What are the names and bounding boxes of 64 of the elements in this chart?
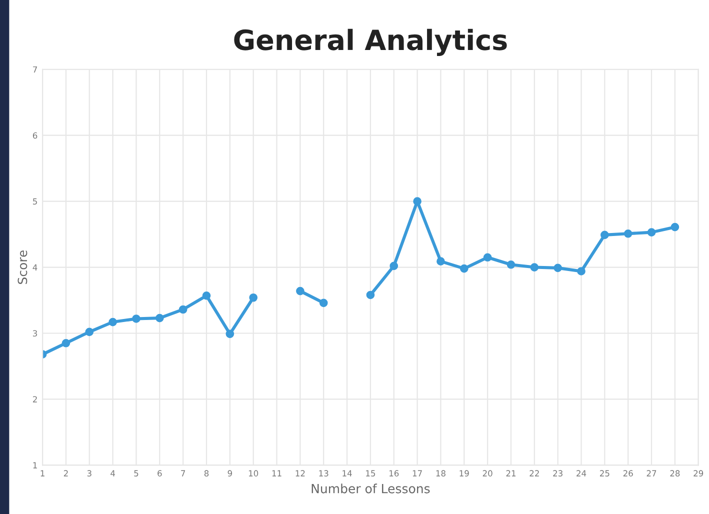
point <box>670 222 680 232</box>
y-axis-title: Score <box>18 250 28 284</box>
x-tick-label: 23 <box>553 470 562 476</box>
point <box>249 293 258 302</box>
point <box>155 314 164 322</box>
x-tick-label: 18 <box>436 470 446 476</box>
x-tick-label: 27 <box>646 470 656 476</box>
x-tick-label: 21 <box>506 470 516 476</box>
x-tick-label: 15 <box>366 470 376 476</box>
point <box>390 262 398 270</box>
point <box>62 338 70 348</box>
x-tick-label: 3 <box>87 470 92 476</box>
y-tick-label: 3 <box>33 330 38 337</box>
x-tick-label: 7 <box>181 470 186 476</box>
x-tick-label: 1 <box>40 470 44 476</box>
point <box>319 298 328 308</box>
point <box>577 267 586 276</box>
y-tick-label: 1 <box>33 462 37 468</box>
point <box>296 286 304 296</box>
x-tick-label: 25 <box>600 470 610 476</box>
x-tick-label: 26 <box>623 470 633 476</box>
x-tick-label: 2 <box>64 470 68 476</box>
point <box>366 290 375 300</box>
x-axis-title: Number of Lessons <box>312 484 430 494</box>
point <box>600 230 609 240</box>
point <box>226 330 234 338</box>
x-tick-label: 9 <box>228 470 232 476</box>
x-tick-label: 8 <box>204 470 209 476</box>
point <box>202 291 211 300</box>
point <box>460 264 468 273</box>
point <box>436 257 445 266</box>
point <box>647 228 656 236</box>
point <box>530 263 539 272</box>
point <box>108 318 117 326</box>
point <box>506 260 516 269</box>
point <box>178 305 188 314</box>
x-tick-label: 11 <box>272 470 282 476</box>
x-tick-label: 4 <box>110 470 115 476</box>
x-tick-label: 5 <box>134 470 138 476</box>
chart-title: General Analytics <box>234 28 507 56</box>
x-tick-label: 6 <box>158 470 162 476</box>
x-tick-label: 10 <box>248 470 258 476</box>
point <box>624 229 632 238</box>
x-tick-label: 17 <box>412 470 422 476</box>
x-tick-label: 28 <box>670 470 680 476</box>
y-tick-label: 2 <box>32 396 37 402</box>
x-tick-label: 22 <box>530 470 539 476</box>
x-tick-label: 24 <box>576 470 586 476</box>
x-tick-label: 19 <box>460 470 469 476</box>
y-tick-label: 5 <box>33 198 37 205</box>
x-tick-label: 14 <box>342 470 352 476</box>
x-tick-label: 13 <box>319 470 328 476</box>
x-tick-label: 16 <box>389 470 399 476</box>
y-tick-label: 6 <box>32 132 38 139</box>
point <box>413 197 422 206</box>
point <box>132 314 140 323</box>
x-tick-label: 20 <box>482 470 492 476</box>
x-tick-label: 29 <box>694 470 704 476</box>
point <box>85 328 94 336</box>
point <box>554 264 562 272</box>
x-tick-label: 12 <box>296 470 305 476</box>
y-tick-label: 4 <box>32 264 38 270</box>
y-tick-label: 7 <box>33 66 37 73</box>
point <box>483 253 492 262</box>
